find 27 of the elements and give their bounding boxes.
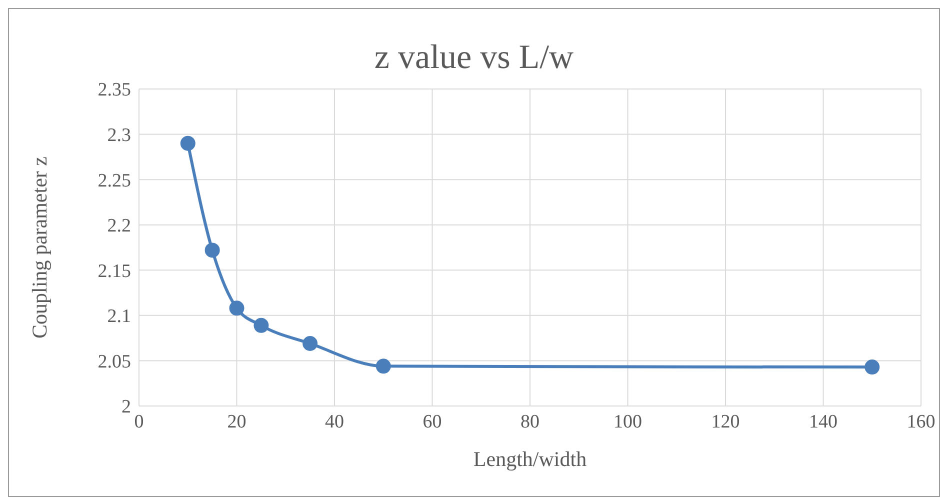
y-tick-label: 2.1: [107, 306, 131, 328]
y-tick-label: 2: [122, 396, 131, 418]
y-tick-label: 2.3: [107, 125, 131, 146]
x-axis-title: Length/width: [473, 447, 588, 471]
y-tick-label: 2.2: [107, 216, 131, 237]
x-tick-label: 160: [906, 411, 936, 432]
x-tick-label: 100: [614, 411, 642, 432]
point: [204, 242, 220, 258]
chart-title: z value vs L/w: [373, 39, 575, 77]
y-axis-title: Coupling parameter z: [27, 156, 52, 338]
x-tick-label: 40: [325, 411, 344, 432]
y-tick-label: 2.05: [98, 351, 131, 372]
point: [229, 300, 244, 316]
x-tick-label: 120: [711, 411, 740, 432]
point: [864, 360, 880, 375]
x-tick-label: 20: [227, 411, 246, 432]
point: [180, 136, 196, 151]
point: [302, 336, 318, 352]
point: [376, 358, 391, 374]
y-tick-label: 2.25: [98, 170, 131, 192]
x-tick-label: 0: [134, 411, 144, 432]
x-tick-label: 80: [520, 411, 540, 432]
y-tick-label: 2.35: [98, 80, 131, 101]
x-tick-label: 140: [809, 411, 838, 432]
y-tick-label: 2.15: [98, 260, 131, 282]
point: [254, 318, 269, 333]
x-tick-label: 60: [422, 411, 442, 432]
